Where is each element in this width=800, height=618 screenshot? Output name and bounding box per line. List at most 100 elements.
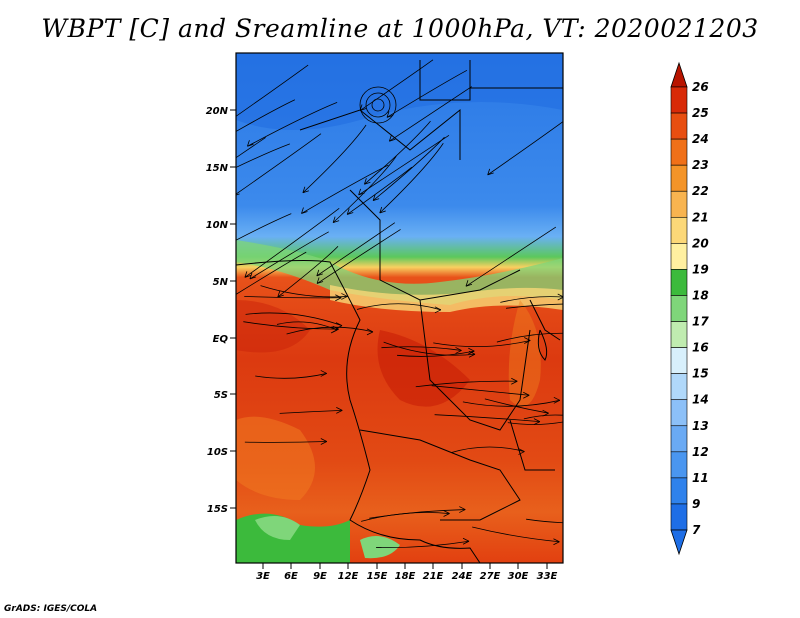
colorbar-segment	[670, 399, 688, 427]
colorbar-segment	[670, 138, 688, 166]
colorbar-label: 20	[692, 236, 709, 250]
streamline	[245, 312, 343, 327]
colorbar-label: 18	[692, 288, 709, 302]
streamline	[236, 251, 307, 295]
colorbar-segment	[670, 112, 688, 140]
streamline	[361, 512, 450, 522]
border-central	[349, 189, 521, 301]
lon-tick-label: 30E	[508, 571, 529, 582]
streamline	[523, 414, 563, 420]
streamline-arrow	[277, 290, 284, 298]
lon-tick-label: 12E	[338, 571, 359, 582]
streamline-arrow	[335, 294, 342, 302]
streamline-arrow	[211, 128, 217, 134]
colorbar-label: 25	[692, 106, 709, 120]
colorbar-label: 24	[692, 132, 709, 146]
lon-tick-label: 15E	[367, 571, 388, 582]
streamline-arrow	[316, 269, 323, 277]
streamline-arrow	[336, 407, 343, 414]
streamline-arrow	[192, 184, 198, 190]
streamline-arrow	[379, 206, 386, 214]
streamline	[277, 246, 339, 298]
lon-tick-label: 6E	[284, 571, 298, 582]
green-transition-band	[236, 240, 563, 305]
colorbar-label: 22	[692, 184, 709, 198]
colorbar-label: 19	[692, 262, 709, 276]
yellow-transition-band	[330, 285, 563, 312]
colorbar-segment	[670, 216, 688, 244]
streamline-arrow	[533, 418, 541, 425]
streamline	[346, 166, 413, 215]
streamline	[236, 133, 322, 195]
streamline	[372, 136, 445, 201]
streamline	[389, 86, 472, 142]
streamline-arrow	[178, 191, 184, 197]
streamline	[358, 135, 450, 196]
streamline-arrow	[332, 216, 340, 224]
streamline-arrow	[553, 396, 561, 404]
colorbar-segment	[670, 477, 688, 505]
streamline-arrow	[553, 538, 560, 546]
lake-victoria	[537, 329, 548, 361]
lat-tick-label: 20N	[206, 106, 229, 117]
streamline-arrow	[358, 188, 365, 196]
streamline	[364, 120, 431, 185]
streamline	[243, 321, 339, 330]
grads-credit: GrADS: IGES/COLA	[4, 604, 98, 614]
streamline-arrow	[583, 413, 589, 419]
streamline-arrow	[465, 280, 473, 287]
streamline	[236, 143, 290, 168]
streamline	[376, 540, 470, 548]
map-title: WBPT [C] and Sreamline at 1000hPa, VT: 2…	[41, 14, 759, 43]
streamline	[356, 303, 442, 311]
colorbar-segment	[670, 86, 688, 114]
streamline-arrow	[455, 347, 462, 354]
lon-tick-label: 9E	[313, 571, 327, 582]
colorbar-max-arrow	[670, 61, 688, 88]
colorbar-segment	[670, 347, 688, 374]
streamline	[383, 341, 476, 356]
streamline	[236, 213, 292, 241]
map-frame	[235, 52, 564, 564]
streamline-arrow	[320, 438, 328, 445]
streamline-arrow	[518, 448, 525, 455]
streamline-arrow	[580, 416, 586, 422]
colorbar-label: 15	[692, 367, 709, 381]
light-green-south-west	[255, 516, 300, 540]
lat-tick-label: 15N	[206, 163, 229, 174]
map-plot-area	[236, 53, 563, 563]
border-east	[509, 299, 561, 471]
lon-tick-label: 21E	[423, 571, 444, 582]
colorbar-label: 12	[692, 445, 709, 459]
streamline-vortex	[371, 98, 385, 112]
streamline-vortex	[359, 86, 397, 124]
colorbar-segment	[670, 190, 688, 218]
colorbar-label: 21	[692, 210, 709, 224]
streamline	[450, 446, 525, 453]
streamline-arrow	[249, 272, 257, 280]
streamline	[276, 321, 338, 331]
streamline	[526, 518, 563, 524]
lat-tick-label: 10N	[206, 220, 229, 231]
streamline	[433, 340, 531, 348]
streamline	[316, 229, 401, 284]
streamline-arrow	[302, 186, 310, 194]
lon-tick-label: 18E	[395, 571, 416, 582]
streamline	[244, 208, 340, 278]
colorbar-label: 7	[692, 523, 701, 537]
streamline	[397, 350, 475, 357]
lon-tick-label: 3E	[256, 571, 270, 582]
streamline	[255, 373, 327, 379]
streamline-arrow	[459, 506, 466, 513]
streamline-arrow	[335, 322, 343, 329]
streamlines	[178, 59, 589, 548]
lon-tick-label: 27E	[480, 571, 501, 582]
colorbar-segment	[670, 451, 688, 479]
streamline	[236, 99, 296, 132]
border-sahel	[299, 108, 461, 160]
streamline	[386, 69, 468, 118]
streamline	[379, 143, 444, 214]
country-borders	[236, 60, 563, 563]
border-congo	[419, 299, 531, 431]
streamline-arrow	[388, 135, 396, 142]
